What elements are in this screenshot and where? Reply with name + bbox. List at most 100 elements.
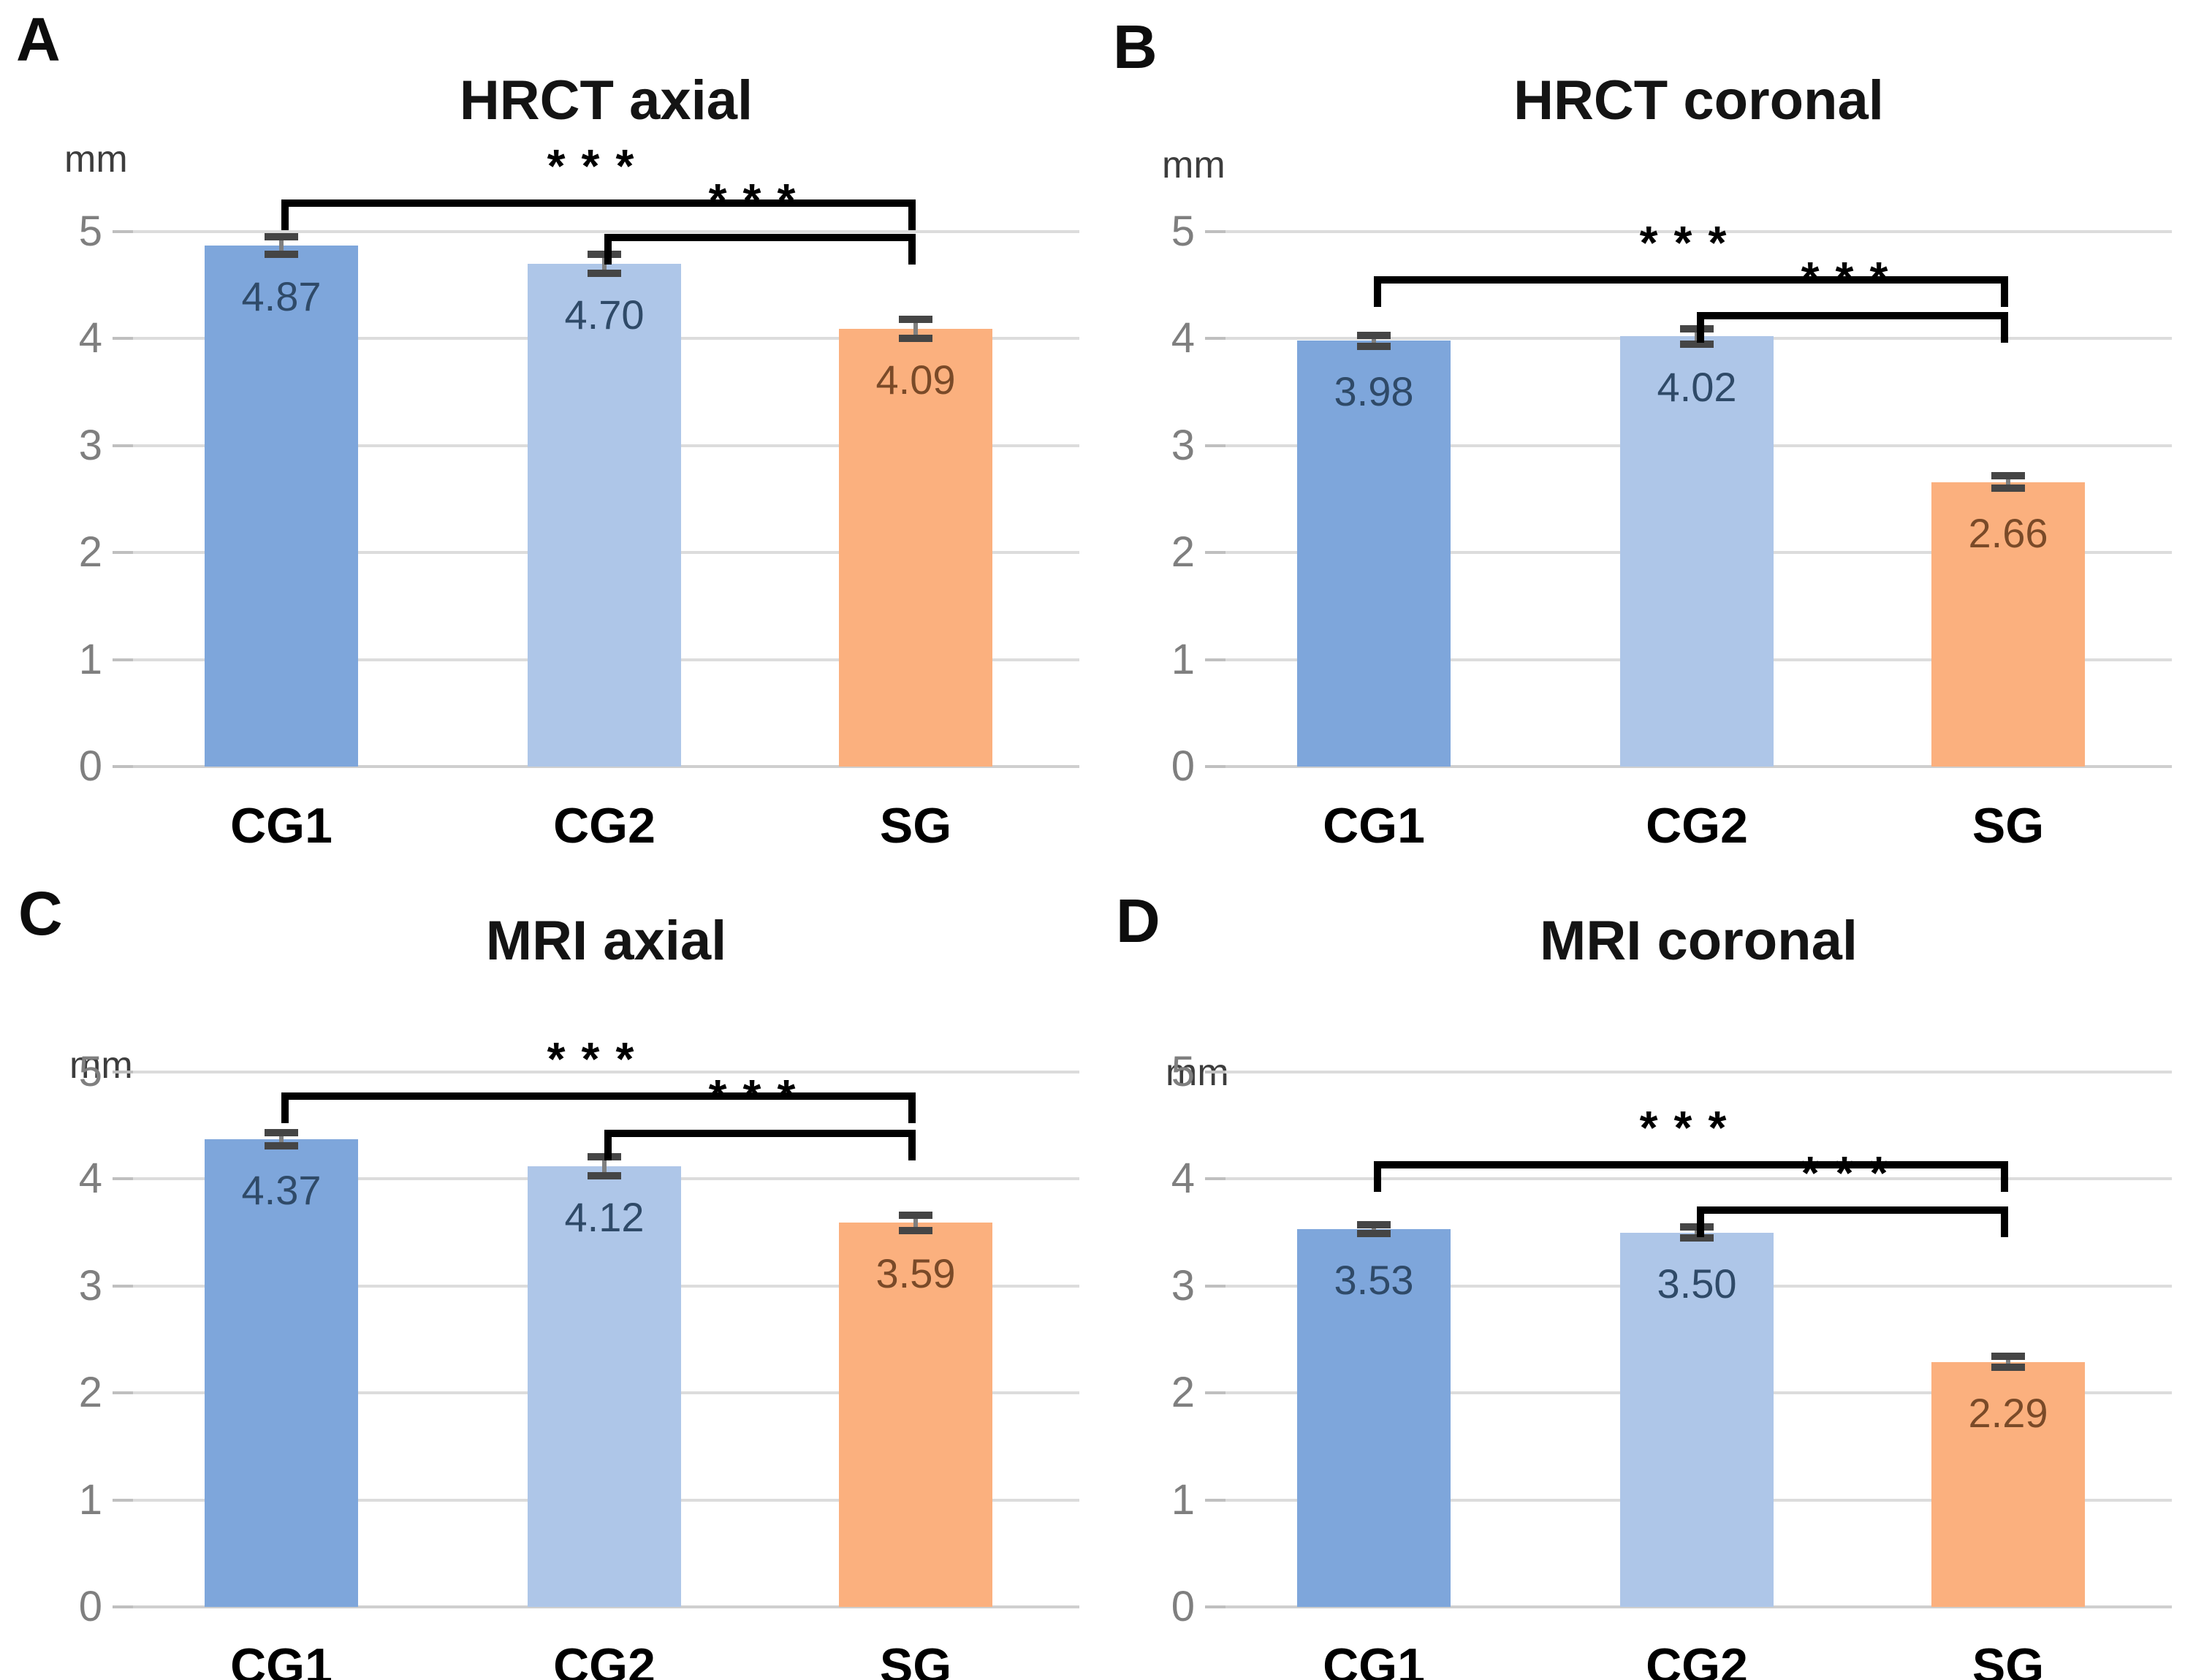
- y-axis-tick: [113, 1071, 133, 1073]
- y-tick-label: 1: [1171, 636, 1195, 683]
- x-category-label: CG2: [553, 1638, 656, 1680]
- y-axis-tick: [1205, 765, 1226, 768]
- significance-bracket-tick: [281, 1092, 289, 1123]
- y-axis-tick: [113, 658, 133, 661]
- y-axis-tick: [1205, 230, 1226, 233]
- y-gridline: [133, 765, 1079, 768]
- bar-value-label: 4.87: [241, 273, 322, 319]
- significance-bracket-tick: [1374, 1161, 1381, 1192]
- y-axis-tick: [113, 1285, 133, 1288]
- bar-cg2: [1620, 1233, 1774, 1607]
- significance-bracket-tick: [1697, 1206, 1704, 1237]
- y-tick-label: 0: [78, 742, 102, 790]
- error-bar-cap-bottom: [265, 251, 298, 258]
- error-bar-cap-bottom: [588, 1172, 621, 1179]
- x-category-label: SG: [879, 1638, 952, 1680]
- y-tick-label: 5: [1171, 1048, 1195, 1095]
- bar-value-label: 3.98: [1334, 368, 1414, 414]
- bar-cg1: [1297, 341, 1451, 767]
- error-bar-cap-bottom: [1680, 341, 1714, 348]
- y-axis-tick: [1205, 337, 1226, 340]
- y-tick-label: 0: [1171, 1583, 1195, 1630]
- y-axis-tick: [113, 765, 133, 768]
- panel-letter: A: [16, 5, 61, 74]
- error-bar-stem: [279, 237, 284, 254]
- significance-bracket-tick: [604, 1130, 612, 1160]
- y-gridline: [1226, 1177, 2172, 1180]
- y-gridline: [1226, 1605, 2172, 1608]
- y-tick-label: 1: [78, 636, 102, 683]
- significance-bracket-tick: [2001, 312, 2008, 343]
- significance-stars: ***: [1801, 252, 1904, 305]
- error-bar-cap-bottom: [588, 270, 621, 277]
- y-tick-label: 4: [1171, 314, 1195, 362]
- error-bar-cap-bottom: [899, 1227, 932, 1234]
- error-bar-stem: [913, 1215, 918, 1230]
- panel-b: B HRCT coronal mm 0 1 2 3 4 5 3.98 CG1 4.02 CG2 2.66 S…: [1092, 0, 2185, 851]
- y-tick-label: 4: [78, 1155, 102, 1202]
- significance-bracket-tick: [1697, 312, 1704, 343]
- y-axis-tick: [113, 1177, 133, 1180]
- significance-bracket-tick: [604, 234, 612, 265]
- significance-bracket-line: [1697, 312, 2008, 319]
- significance-bracket-line: [281, 199, 916, 207]
- y-gridline: [1226, 230, 2172, 233]
- error-bar-cap-bottom: [899, 335, 932, 342]
- x-category-label: SG: [1972, 798, 2045, 854]
- error-bar-cap-top: [1357, 1221, 1391, 1228]
- bar-value-label: 2.29: [1968, 1390, 2048, 1436]
- y-axis-unit-label: mm: [69, 1044, 133, 1087]
- significance-stars: ***: [1639, 1101, 1743, 1154]
- chart-title: MRI coronal: [1540, 910, 1858, 972]
- bar-value-label: 3.59: [875, 1250, 956, 1296]
- bar-value-label: 4.12: [564, 1194, 645, 1240]
- y-gridline: [133, 1071, 1079, 1073]
- significance-bracket-tick: [2001, 276, 2008, 307]
- y-tick-label: 2: [78, 1369, 102, 1416]
- bar-cg2: [1620, 336, 1774, 767]
- y-axis-tick: [1205, 1071, 1226, 1073]
- y-tick-label: 4: [78, 314, 102, 362]
- error-bar-cap-top: [899, 1212, 932, 1219]
- error-bar-cap-bottom: [1991, 484, 2025, 492]
- x-category-label: CG1: [230, 798, 332, 854]
- y-axis-tick: [1205, 1499, 1226, 1502]
- x-category-label: CG1: [230, 1638, 332, 1680]
- y-tick-label: 1: [78, 1476, 102, 1524]
- significance-bracket-tick: [281, 199, 289, 230]
- y-tick-label: 5: [1171, 208, 1195, 255]
- bar-cg2: [528, 1166, 681, 1607]
- x-category-label: CG1: [1323, 798, 1425, 854]
- y-axis-tick: [1205, 1605, 1226, 1608]
- significance-bracket-tick: [908, 234, 916, 265]
- panel-letter: D: [1116, 886, 1160, 955]
- x-category-label: CG2: [1646, 1638, 1748, 1680]
- significance-bracket-tick: [908, 199, 916, 230]
- error-bar-cap-top: [1357, 332, 1391, 339]
- chart-title: HRCT coronal: [1513, 69, 1884, 132]
- y-tick-label: 3: [1171, 1262, 1195, 1310]
- y-gridline: [133, 230, 1079, 233]
- significance-bracket-line: [604, 1130, 916, 1137]
- significance-bracket-line: [1374, 276, 2008, 284]
- significance-stars: ***: [708, 1070, 812, 1122]
- error-bar-cap-top: [1991, 472, 2025, 479]
- y-axis-tick: [113, 1605, 133, 1608]
- y-tick-label: 0: [1171, 742, 1195, 790]
- y-axis-tick: [1205, 1177, 1226, 1180]
- y-axis-tick: [113, 230, 133, 233]
- significance-bracket-tick: [1374, 276, 1381, 307]
- x-category-label: CG1: [1323, 1638, 1425, 1680]
- error-bar-stem: [2006, 1356, 2010, 1367]
- significance-bracket-tick: [908, 1130, 916, 1160]
- significance-bracket-tick: [2001, 1206, 2008, 1237]
- y-tick-label: 3: [78, 422, 102, 469]
- y-tick-label: 5: [78, 1048, 102, 1095]
- panel-c: C MRI axial mm 0 1 2 3 4 5 4.37 CG1 4.12 CG2 3.59 SG **…: [0, 840, 1092, 1680]
- x-category-label: CG2: [1646, 798, 1748, 854]
- chart-title: MRI axial: [485, 910, 727, 972]
- y-tick-label: 2: [1171, 1369, 1195, 1416]
- y-tick-label: 0: [78, 1583, 102, 1630]
- y-tick-label: 3: [1171, 422, 1195, 469]
